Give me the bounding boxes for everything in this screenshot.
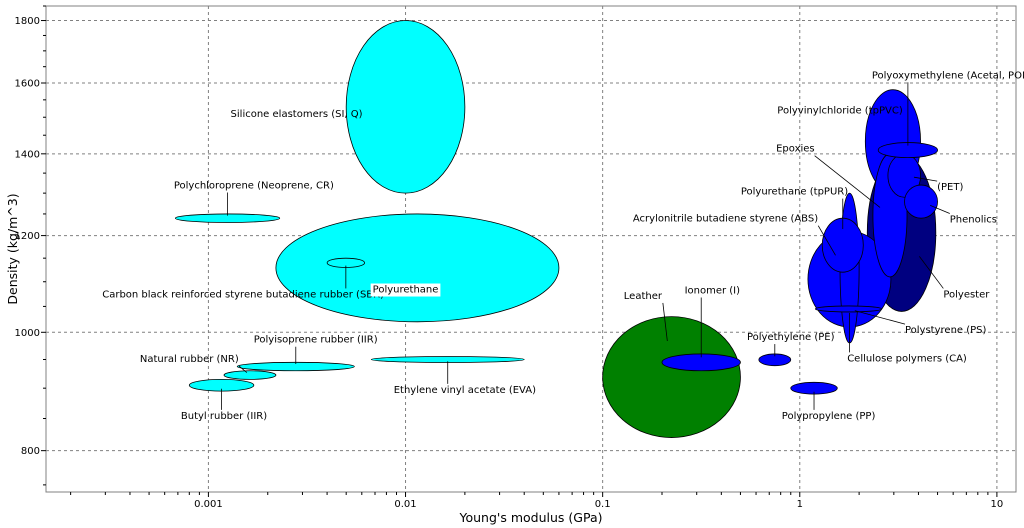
label-polyurethane: Polyurethane — [373, 285, 439, 296]
label-polyurethane-tppur: Polyurethane (tpPUR) — [741, 187, 848, 198]
bubble-phenolics — [904, 184, 938, 219]
leader-line — [854, 310, 906, 325]
label-polyethylene-pe: Polyethylene (PE) — [747, 332, 835, 343]
x-tick-label: 0.001 — [194, 499, 223, 510]
y-tick-label: 1800 — [15, 16, 40, 27]
label-epoxies: Epoxies — [776, 144, 815, 155]
label-polyester: Polyester — [943, 289, 990, 300]
label-butyl-rubber-iir: Butyl rubber (IIR) — [181, 411, 267, 422]
bubble-polyurethane — [275, 213, 560, 323]
leader-line — [919, 256, 944, 289]
label-box — [370, 283, 441, 297]
leader-line — [930, 205, 950, 214]
label-polystyrene-ps: Polystyrene (PS) — [905, 325, 987, 336]
label-polyoxymethylene-acetal-pom: Polyoxymethylene (Acetal, POM) — [872, 70, 1024, 81]
x-tick-label: 0.1 — [595, 499, 611, 510]
x-tick-label: 1 — [797, 499, 803, 510]
bubble-natural-rubber-nr — [223, 370, 277, 380]
label-silicone-elastomers-si-q: Silicone elastomers (SI, Q) — [231, 109, 363, 120]
label-ethylene-vinyl-acetate-eva: Ethylene vinyl acetate (EVA) — [394, 385, 536, 396]
material-bubbles — [174, 20, 938, 438]
leader-line — [662, 302, 668, 342]
label-polychloroprene-neoprene-cr: Polychloroprene (Neoprene, CR) — [174, 181, 334, 192]
label-pet: (PET) — [937, 182, 963, 193]
label-polyvinylchloride-tppvc: Polyvinylchloride (tpPVC) — [777, 106, 903, 117]
y-tick-label: 1000 — [15, 328, 40, 339]
x-axis-title: Young's modulus (GPa) — [459, 510, 603, 525]
y-axis-ticks: 800 1000 1200 1400 1600 1800 — [15, 5, 46, 486]
label-polypropylene-pp: Polypropylene (PP) — [782, 411, 876, 422]
label-cellulose-polymers-ca: Cellulose polymers (CA) — [847, 353, 967, 364]
label-ionomer-i: Ionomer (I) — [685, 286, 741, 297]
leader-line — [817, 225, 836, 256]
bubble-silicone-elastomers-si-q — [345, 20, 466, 194]
label-phenolics: Phenolics — [950, 215, 997, 226]
x-tick-label: 0.01 — [394, 499, 416, 510]
label-polyisoprene-rubber-iir: Polyisoprene rubber (IIR) — [254, 335, 378, 346]
y-tick-label: 1200 — [15, 231, 40, 242]
label-leader-lines — [221, 82, 950, 410]
leader-line — [238, 365, 248, 373]
y-tick-label: 1400 — [15, 149, 40, 160]
x-axis-ticks: 0.001 0.01 0.1 1 10 — [70, 492, 1004, 510]
label-acrylonitrile-butadiene-styrene-abs: Acrylonitrile butadiene styrene (ABS) — [633, 214, 818, 225]
y-tick-label: 1600 — [15, 79, 40, 90]
leader-line — [913, 176, 938, 182]
y-axis-title: Density (kg/m^3) — [5, 193, 20, 304]
label-natural-rubber-nr: Natural rubber (NR) — [140, 354, 239, 365]
label-carbon-black-reinforced-styrene-butadiene-rubber-sbr: Carbon black reinforced styrene butadien… — [102, 289, 384, 300]
x-tick-label: 10 — [991, 499, 1004, 510]
material-labels: Silicone elastomers (SI, Q) Polychloropre… — [102, 70, 1024, 422]
leader-line — [814, 155, 881, 208]
bubble-polystyrene-ps — [814, 305, 882, 313]
label-leather: Leather — [624, 291, 663, 302]
y-tick-label: 800 — [21, 446, 40, 457]
bubble-leather — [602, 316, 741, 438]
